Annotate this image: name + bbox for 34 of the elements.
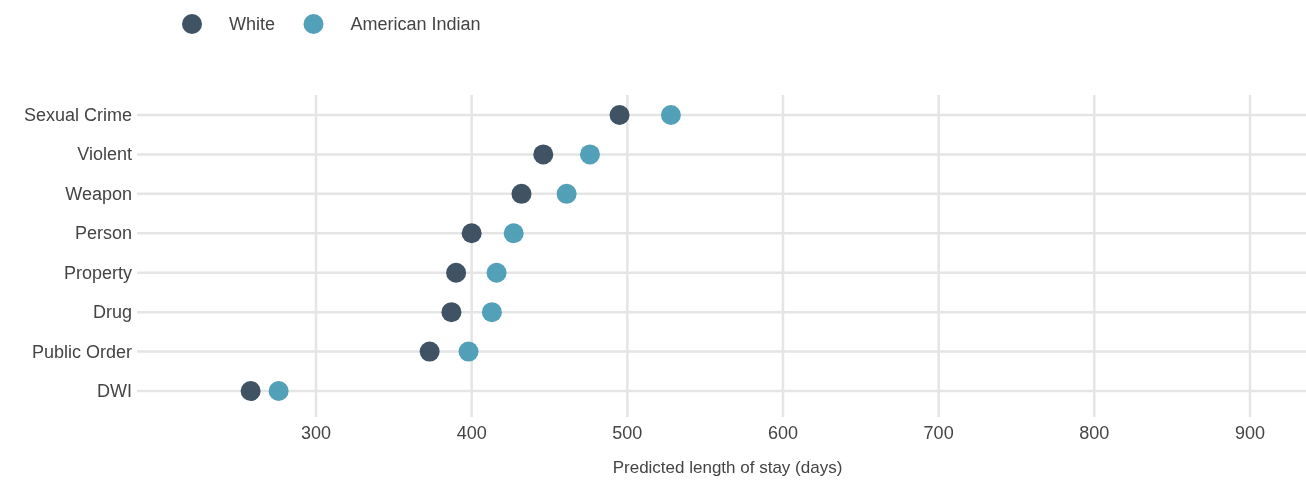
x-axis-title: Predicted length of stay (days) — [612, 458, 843, 477]
point — [481, 302, 502, 323]
point — [461, 223, 482, 244]
legend-label: American Indian — [350, 14, 481, 34]
point — [419, 341, 440, 362]
y-tick-label: Drug — [92, 302, 132, 323]
x-tick-label: 700 — [923, 423, 954, 443]
point — [579, 144, 600, 165]
point — [240, 381, 261, 401]
y-tick-label: Property — [63, 262, 132, 283]
point — [511, 183, 532, 204]
point — [441, 302, 462, 323]
legend-label: White — [229, 14, 276, 34]
y-tick-label: Violent — [77, 144, 132, 165]
x-tick-label: 300 — [300, 423, 332, 443]
point — [660, 105, 681, 125]
point — [533, 144, 554, 165]
point — [446, 262, 467, 283]
x-tick-label: 500 — [612, 423, 643, 443]
y-tick-label: DWI — [97, 381, 132, 401]
x-tick-label: 400 — [456, 423, 487, 443]
point — [486, 262, 507, 283]
point — [609, 105, 630, 125]
point — [503, 223, 524, 244]
point — [458, 341, 479, 362]
y-tick-label: Public Order — [31, 341, 132, 362]
x-tick-label: 800 — [1079, 423, 1110, 443]
y-tick-label: Person — [74, 223, 132, 244]
y-tick-label: Sexual Crime — [23, 105, 132, 125]
point — [268, 381, 289, 401]
point — [556, 183, 577, 204]
y-tick-label: Weapon — [65, 183, 132, 204]
x-tick-label: 600 — [767, 423, 799, 443]
x-tick-label: 900 — [1234, 423, 1265, 443]
